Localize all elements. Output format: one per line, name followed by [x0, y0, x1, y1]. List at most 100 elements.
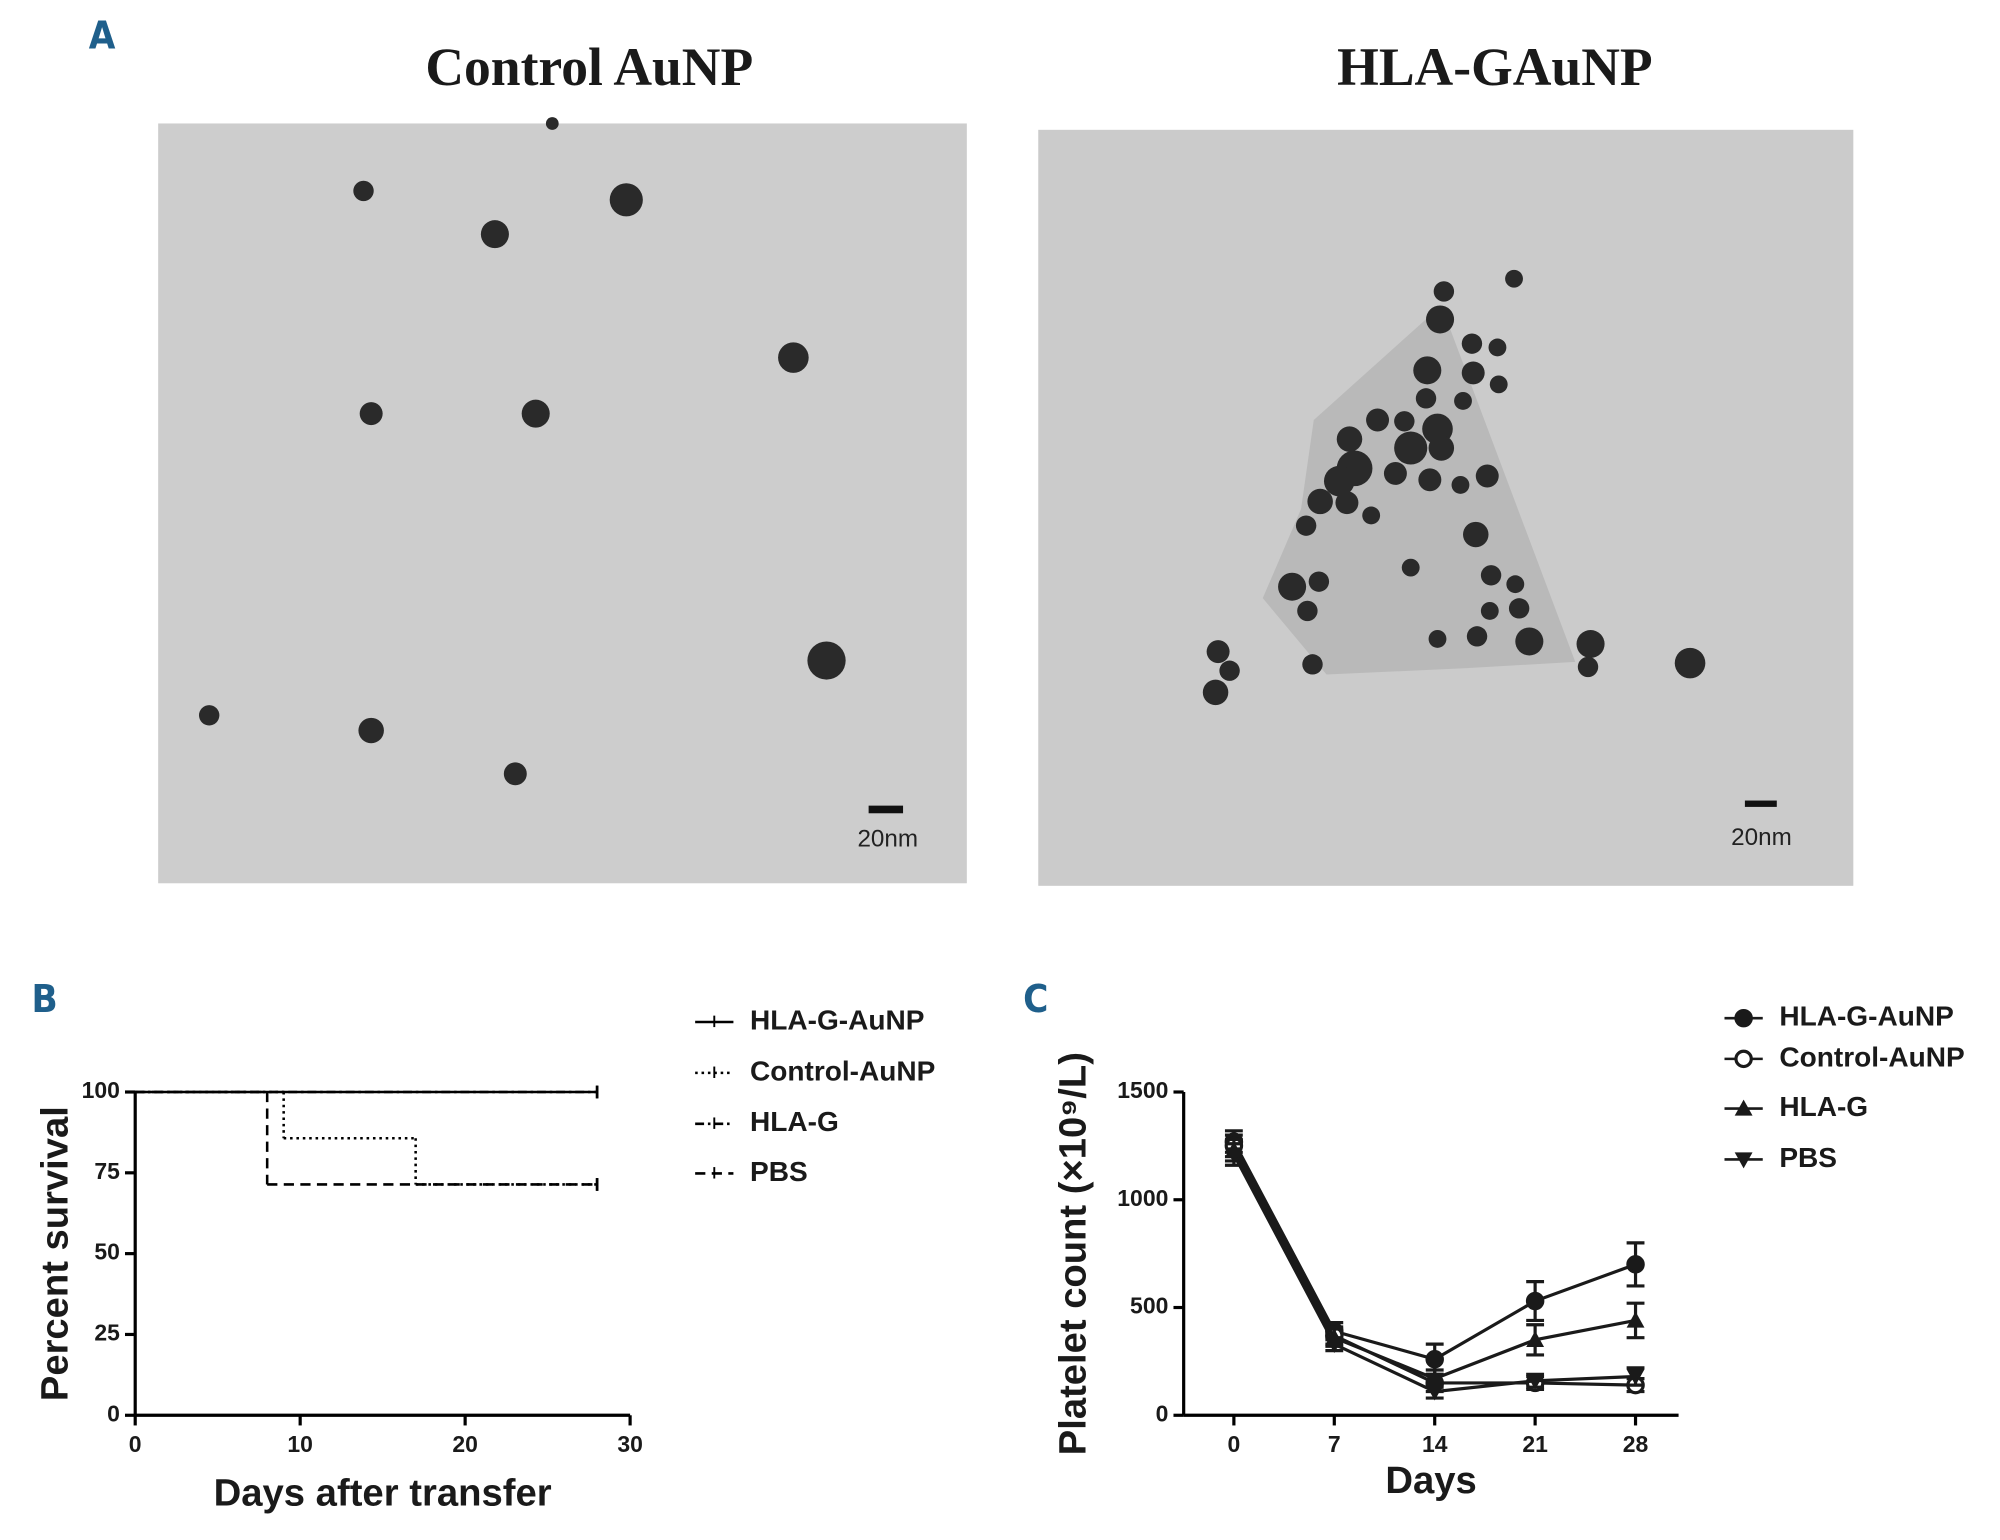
x-axis-label: Days	[1385, 1459, 1476, 1502]
nanoparticle	[1336, 426, 1363, 452]
scale-bar-label: 20nm	[1731, 824, 1792, 851]
legend-label: HLA-G	[750, 1106, 839, 1137]
nanoparticle	[1308, 571, 1330, 592]
nanoparticle	[1401, 558, 1420, 577]
nanoparticle	[1366, 408, 1390, 432]
marker	[1526, 1373, 1545, 1390]
nanoparticle	[1295, 515, 1317, 536]
nanoparticle	[1426, 305, 1455, 334]
marker	[1526, 1330, 1545, 1347]
nanoparticle	[1428, 435, 1455, 461]
panel-label: C	[1023, 978, 1048, 1022]
nanoparticle	[778, 342, 809, 373]
nanoparticle	[1307, 488, 1333, 515]
legend-label: HLA-G-AuNP	[1779, 1001, 1953, 1032]
nanoparticle	[1576, 630, 1605, 658]
marker	[1734, 1152, 1753, 1169]
nanoparticle	[1302, 654, 1323, 675]
nanoparticle	[1451, 476, 1470, 494]
x-tick-label: 10	[287, 1431, 313, 1457]
x-axis-label: Days after transfer	[214, 1472, 552, 1515]
nanoparticle	[545, 117, 559, 130]
marker	[1734, 1099, 1753, 1116]
nanoparticle	[1466, 626, 1488, 647]
marker	[1626, 1311, 1645, 1328]
nanoparticle	[1433, 281, 1455, 302]
nanoparticle	[1480, 602, 1499, 620]
nanoparticle	[1428, 630, 1447, 648]
nanoparticle	[1383, 462, 1407, 485]
marker	[1626, 1255, 1645, 1274]
nanoparticle	[1202, 679, 1229, 706]
y-tick-label: 25	[94, 1320, 120, 1346]
legend-label: Control-AuNP	[1779, 1041, 1964, 1072]
x-tick-label: 28	[1623, 1431, 1649, 1457]
x-tick-label: 30	[617, 1431, 643, 1457]
x-tick-label: 21	[1522, 1431, 1548, 1457]
nanoparticle	[1488, 338, 1507, 357]
marker	[1734, 1049, 1753, 1069]
nanoparticle	[521, 399, 550, 428]
image-title: HLA-GAuNP	[1337, 37, 1652, 97]
image-title: Control AuNP	[425, 37, 753, 97]
nanoparticle	[1454, 392, 1472, 410]
x-tick-label: 20	[452, 1431, 478, 1457]
y-tick-label: 100	[82, 1077, 120, 1103]
y-axis-label: Percent survival	[33, 1106, 76, 1401]
panel-label: B	[32, 978, 58, 1022]
marker	[1224, 1147, 1243, 1164]
nanoparticle	[353, 180, 374, 202]
nanoparticle	[1413, 356, 1442, 385]
nanoparticle	[1278, 572, 1307, 601]
nanoparticle	[807, 641, 846, 680]
nanoparticle	[1206, 640, 1230, 664]
nanoparticle	[1394, 431, 1428, 465]
y-axis-label: Platelet count (×10⁹/L)	[1051, 1052, 1094, 1455]
marker	[1525, 1291, 1545, 1311]
nanoparticle	[1418, 468, 1442, 492]
legend-label: PBS	[1779, 1142, 1837, 1173]
nanoparticle	[1577, 656, 1599, 678]
y-tick-label: 0	[1156, 1400, 1169, 1426]
scale-bar	[1744, 800, 1777, 807]
nanoparticle	[358, 717, 384, 744]
nanoparticle	[1461, 361, 1485, 385]
marker	[1425, 1369, 1444, 1386]
scale-bar	[868, 805, 904, 814]
y-tick-label: 1500	[1117, 1077, 1168, 1103]
nanoparticle	[503, 762, 527, 786]
nanoparticle	[1674, 647, 1706, 679]
nanoparticle	[1335, 491, 1359, 515]
nanoparticle	[1461, 333, 1483, 354]
nanoparticle	[1489, 375, 1508, 394]
nanoparticle	[1508, 598, 1530, 619]
y-tick-label: 500	[1130, 1293, 1168, 1319]
x-tick-label: 0	[129, 1431, 142, 1457]
panel-label: A	[89, 15, 116, 59]
y-tick-label: 50	[94, 1239, 120, 1265]
tem-image	[158, 123, 967, 884]
nanoparticle	[1415, 388, 1437, 409]
nanoparticle	[198, 705, 220, 726]
series-line	[1232, 1140, 1637, 1361]
nanoparticle	[1505, 269, 1523, 288]
nanoparticle	[1463, 521, 1489, 548]
nanoparticle	[1480, 565, 1502, 586]
nanoparticle	[1515, 627, 1544, 656]
legend-label: HLA-G	[1779, 1091, 1868, 1122]
marker	[1325, 1337, 1344, 1354]
legend-label: HLA-G-AuNP	[750, 1004, 924, 1035]
marker	[1734, 1008, 1753, 1028]
nanoparticle	[1219, 660, 1240, 681]
marker	[1425, 1384, 1444, 1401]
x-tick-label: 0	[1227, 1431, 1240, 1457]
nanoparticle	[480, 220, 509, 249]
nanoparticle	[1297, 600, 1318, 622]
nanoparticle	[1506, 575, 1525, 594]
marker	[1626, 1369, 1645, 1386]
y-tick-label: 75	[94, 1158, 120, 1184]
scale-bar-label: 20nm	[857, 825, 918, 852]
y-tick-label: 1000	[1117, 1185, 1168, 1211]
